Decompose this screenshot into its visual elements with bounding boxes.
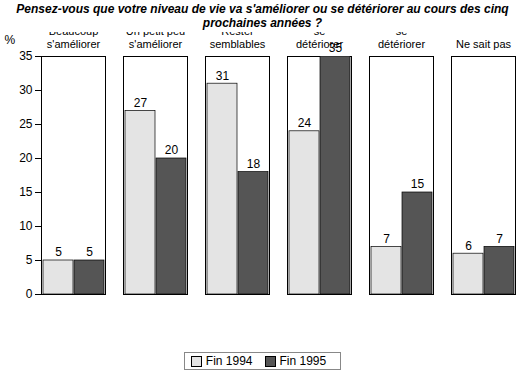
svg-text:15: 15 <box>411 177 425 191</box>
html-text:Fin 1994: Fin 1994 <box>205 354 253 368</box>
svg-text:18: 18 <box>247 157 261 171</box>
svg-text:6: 6 <box>465 239 472 253</box>
svg-text:35: 35 <box>329 41 343 55</box>
svg-text:7: 7 <box>383 232 390 246</box>
svg-text:20: 20 <box>165 143 179 157</box>
svg-text:%: % <box>5 33 16 47</box>
svg-text:Beaucoupsedétériorer: Beaucoupsedétériorer <box>377 32 427 50</box>
svg-text:25: 25 <box>19 117 33 131</box>
svg-text:35: 35 <box>19 49 33 63</box>
svg-text:Un petit peus'améliorer: Un petit peus'améliorer <box>126 32 185 50</box>
svg-text:7: 7 <box>496 232 503 246</box>
svg-text:Beaucoups'améliorer: Beaucoups'améliorer <box>47 32 101 50</box>
svg-text:20: 20 <box>19 151 33 165</box>
svg-text:Ne sait pas: Ne sait pas <box>456 38 512 50</box>
svg-text:24: 24 <box>298 116 312 130</box>
html-text:Fin 1995: Fin 1995 <box>279 354 327 368</box>
svg-text:10: 10 <box>19 219 33 233</box>
svg-text:27: 27 <box>134 96 148 110</box>
html-text:Pensez-vous que votre niveau d: Pensez-vous que votre niveau de vie va s… <box>16 2 509 30</box>
svg-text:31: 31 <box>216 69 230 83</box>
svg-text:30: 30 <box>19 83 33 97</box>
svg-text:15: 15 <box>19 185 33 199</box>
svg-text:5: 5 <box>55 245 62 259</box>
svg-text:5: 5 <box>86 245 93 259</box>
svg-text:5: 5 <box>26 253 33 267</box>
svg-text:Restersemblables: Restersemblables <box>210 32 266 50</box>
svg-text:0: 0 <box>26 287 33 301</box>
